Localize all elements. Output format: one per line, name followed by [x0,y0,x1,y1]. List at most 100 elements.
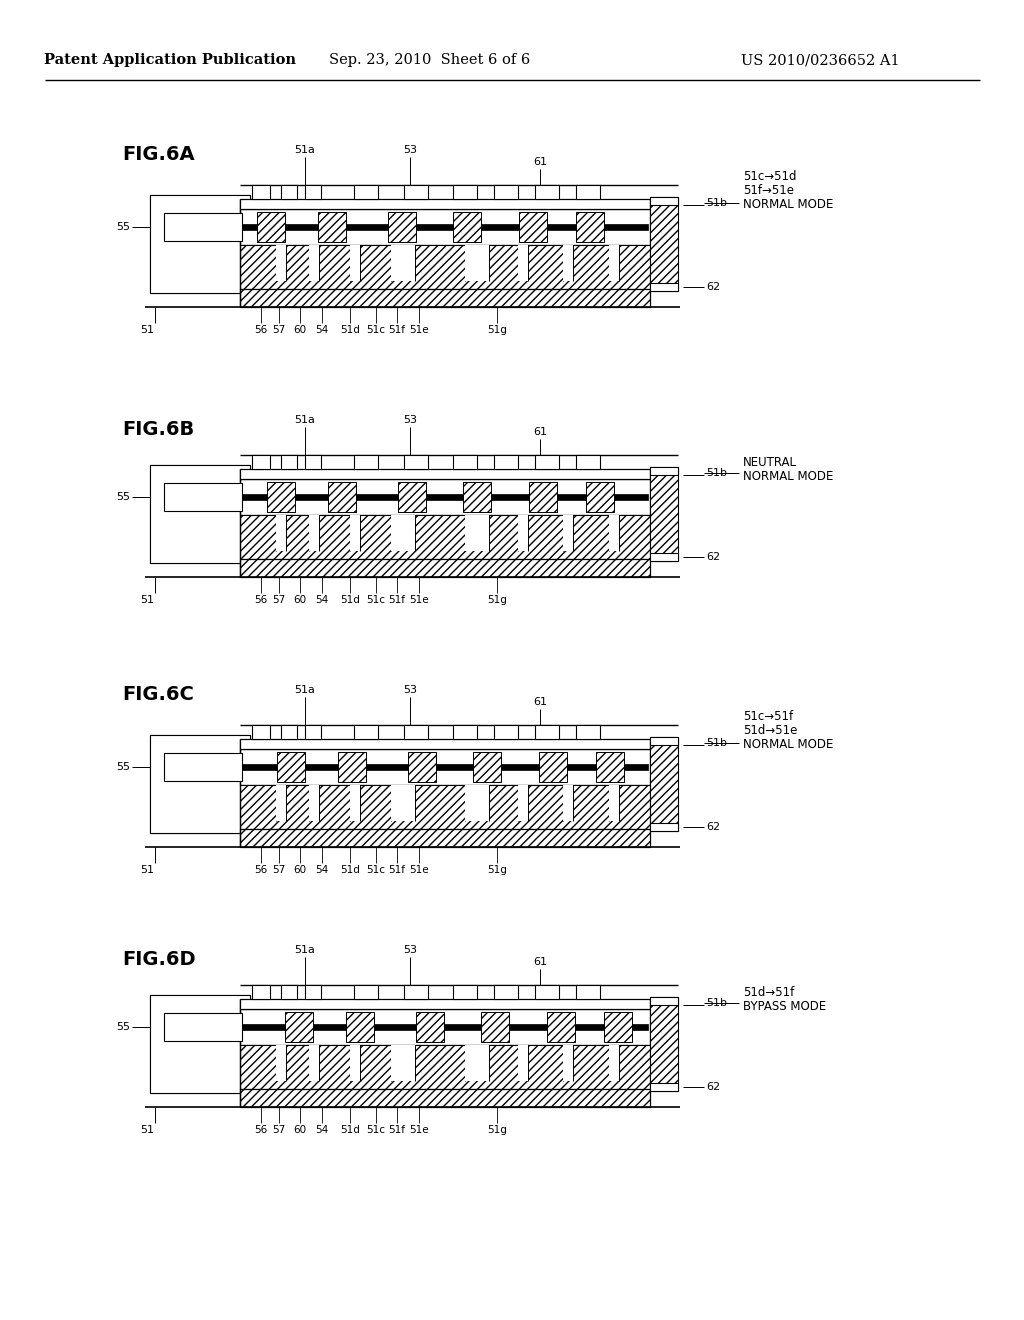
Text: FIG.6C: FIG.6C [122,685,194,704]
Bar [494,185,518,199]
Bar [242,1024,648,1030]
Bar [240,515,650,558]
Text: NORMAL MODE: NORMAL MODE [743,470,834,483]
Text: 54: 54 [315,1125,329,1135]
Text: 57: 57 [272,325,286,335]
Bar [453,725,477,739]
Text: 60: 60 [294,595,306,605]
Text: 51a: 51a [295,945,315,954]
Text: 51d: 51d [340,595,360,605]
Text: 51b: 51b [706,198,727,209]
Bar [416,1012,444,1041]
Bar [518,785,528,821]
Bar [547,1012,575,1041]
Bar [391,246,415,281]
Bar [305,985,321,999]
Bar [494,985,518,999]
Bar [240,289,650,308]
Bar [391,1045,415,1081]
Bar [350,246,360,281]
Text: 56: 56 [254,325,267,335]
Bar [650,1082,678,1092]
Bar [481,1012,509,1041]
Text: 53: 53 [403,945,417,954]
Text: 57: 57 [272,1125,286,1135]
Bar [281,725,297,739]
Bar [388,213,416,242]
Bar [404,455,428,469]
Bar [240,999,650,1008]
Text: 55: 55 [116,1022,130,1032]
Bar [465,246,489,281]
Bar [494,725,518,739]
Bar [354,185,378,199]
Text: 55: 55 [116,492,130,502]
Bar [164,483,242,511]
Text: FIG.6A: FIG.6A [122,145,195,164]
Bar [354,725,378,739]
Bar [240,246,650,289]
Bar [350,785,360,821]
Bar [453,185,477,199]
Bar [354,985,378,999]
Bar [338,752,366,781]
Text: 61: 61 [534,426,547,437]
Bar [281,455,297,469]
Text: 51f: 51f [388,865,406,875]
Bar [650,553,678,561]
Text: 51e: 51e [410,865,429,875]
Bar [240,209,650,246]
Text: 51e: 51e [410,595,429,605]
Text: 51e: 51e [410,325,429,335]
Bar [518,515,528,550]
Text: 51f: 51f [388,325,406,335]
Text: 51g: 51g [487,325,507,335]
Bar [240,469,650,479]
Text: 51c: 51c [367,595,385,605]
Text: 51b: 51b [706,998,727,1008]
Bar [240,829,650,847]
Text: 55: 55 [116,222,130,232]
Polygon shape [150,735,250,833]
Bar [404,725,428,739]
Text: 51: 51 [140,595,154,605]
Bar [519,213,547,242]
Text: US 2010/0236652 A1: US 2010/0236652 A1 [740,53,899,67]
Text: Patent Application Publication: Patent Application Publication [44,53,296,67]
Text: 55: 55 [116,762,130,772]
Bar [318,213,346,242]
Bar [453,985,477,999]
Bar [150,995,250,1093]
Bar [276,246,286,281]
Text: 56: 56 [254,865,267,875]
Bar [240,479,650,515]
Bar [518,1045,528,1081]
Bar [240,199,650,209]
Bar [453,455,477,469]
Text: 51: 51 [140,865,154,875]
Bar [164,1012,242,1041]
Text: BYPASS MODE: BYPASS MODE [743,1001,826,1014]
Bar [586,482,614,512]
Text: 62: 62 [706,822,720,832]
Bar [391,785,415,821]
Text: 53: 53 [403,685,417,696]
Text: NORMAL MODE: NORMAL MODE [743,738,834,751]
Bar [650,467,678,561]
Text: 62: 62 [706,282,720,292]
Bar [242,224,648,230]
Text: 51d: 51d [340,865,360,875]
Text: 51c: 51c [367,865,385,875]
Text: 51c: 51c [367,325,385,335]
Polygon shape [150,195,250,293]
Bar [252,185,270,199]
Text: 51e: 51e [410,1125,429,1135]
Text: Sep. 23, 2010  Sheet 6 of 6: Sep. 23, 2010 Sheet 6 of 6 [330,53,530,67]
Bar [350,1045,360,1081]
Bar [596,752,624,781]
Bar [252,455,270,469]
Bar [494,455,518,469]
Text: 56: 56 [254,595,267,605]
Bar [281,985,297,999]
Bar [453,213,481,242]
